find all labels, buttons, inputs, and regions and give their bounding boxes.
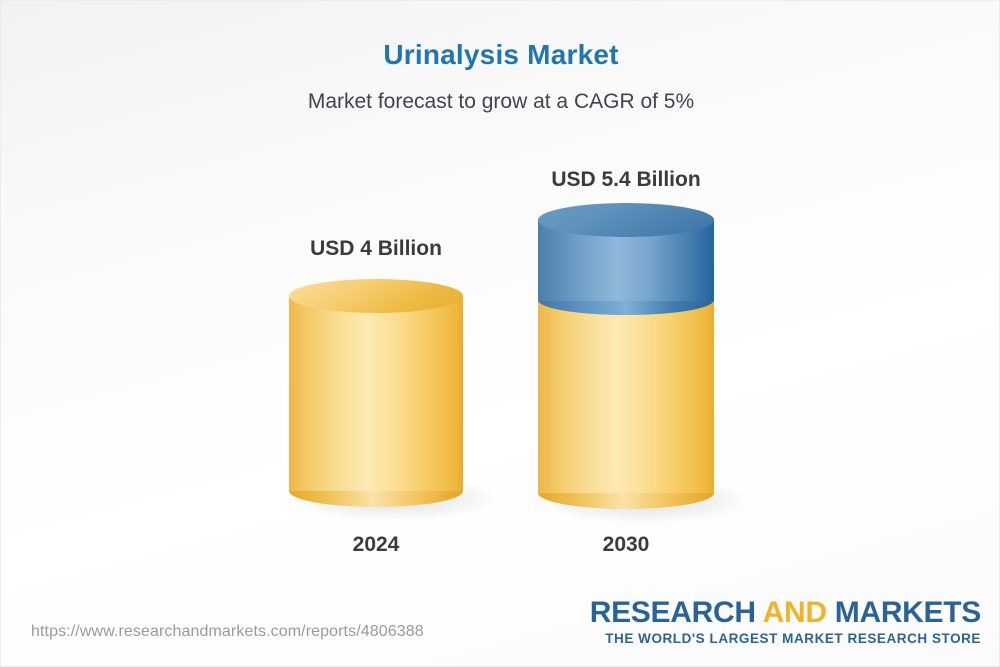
bar-category-label-2030: 2030 [602,533,650,556]
logo-word-markets: MARKETS [834,596,982,629]
report-url[interactable]: https://www.researchandmarkets.com/repor… [31,623,424,640]
logo-wordmark: RESEARCH AND MARKETS [589,596,982,629]
logo-word-research: RESEARCH [589,596,763,629]
cylinder-2024 [289,279,491,519]
research-and-markets-logo[interactable]: RESEARCH AND MARKETS THE WORLD'S LARGEST… [589,596,982,646]
logo-tagline: THE WORLD'S LARGEST MARKET RESEARCH STOR… [605,630,981,646]
page-title: Urinalysis Market [383,39,619,70]
cylinder-base-segment-2030 [538,301,714,493]
cylinder-body-2024 [289,296,463,491]
cylinder-top-2024 [289,279,463,313]
bar-group-2030: USD 5.4 Billion 2030 [538,161,742,561]
cylinder-2030 [538,203,742,521]
bar-category-label-2024: 2024 [352,533,400,556]
bar-value-label-2030: USD 5.4 Billion [551,168,701,191]
bar-group-2024: USD 4 Billion 2024 [289,161,491,561]
page-subtitle: Market forecast to grow at a CAGR of 5% [307,90,695,113]
cylinder-top-2030 [538,203,714,237]
logo-word-and: AND [762,596,835,629]
bar-value-label-2024: USD 4 Billion [310,237,442,260]
